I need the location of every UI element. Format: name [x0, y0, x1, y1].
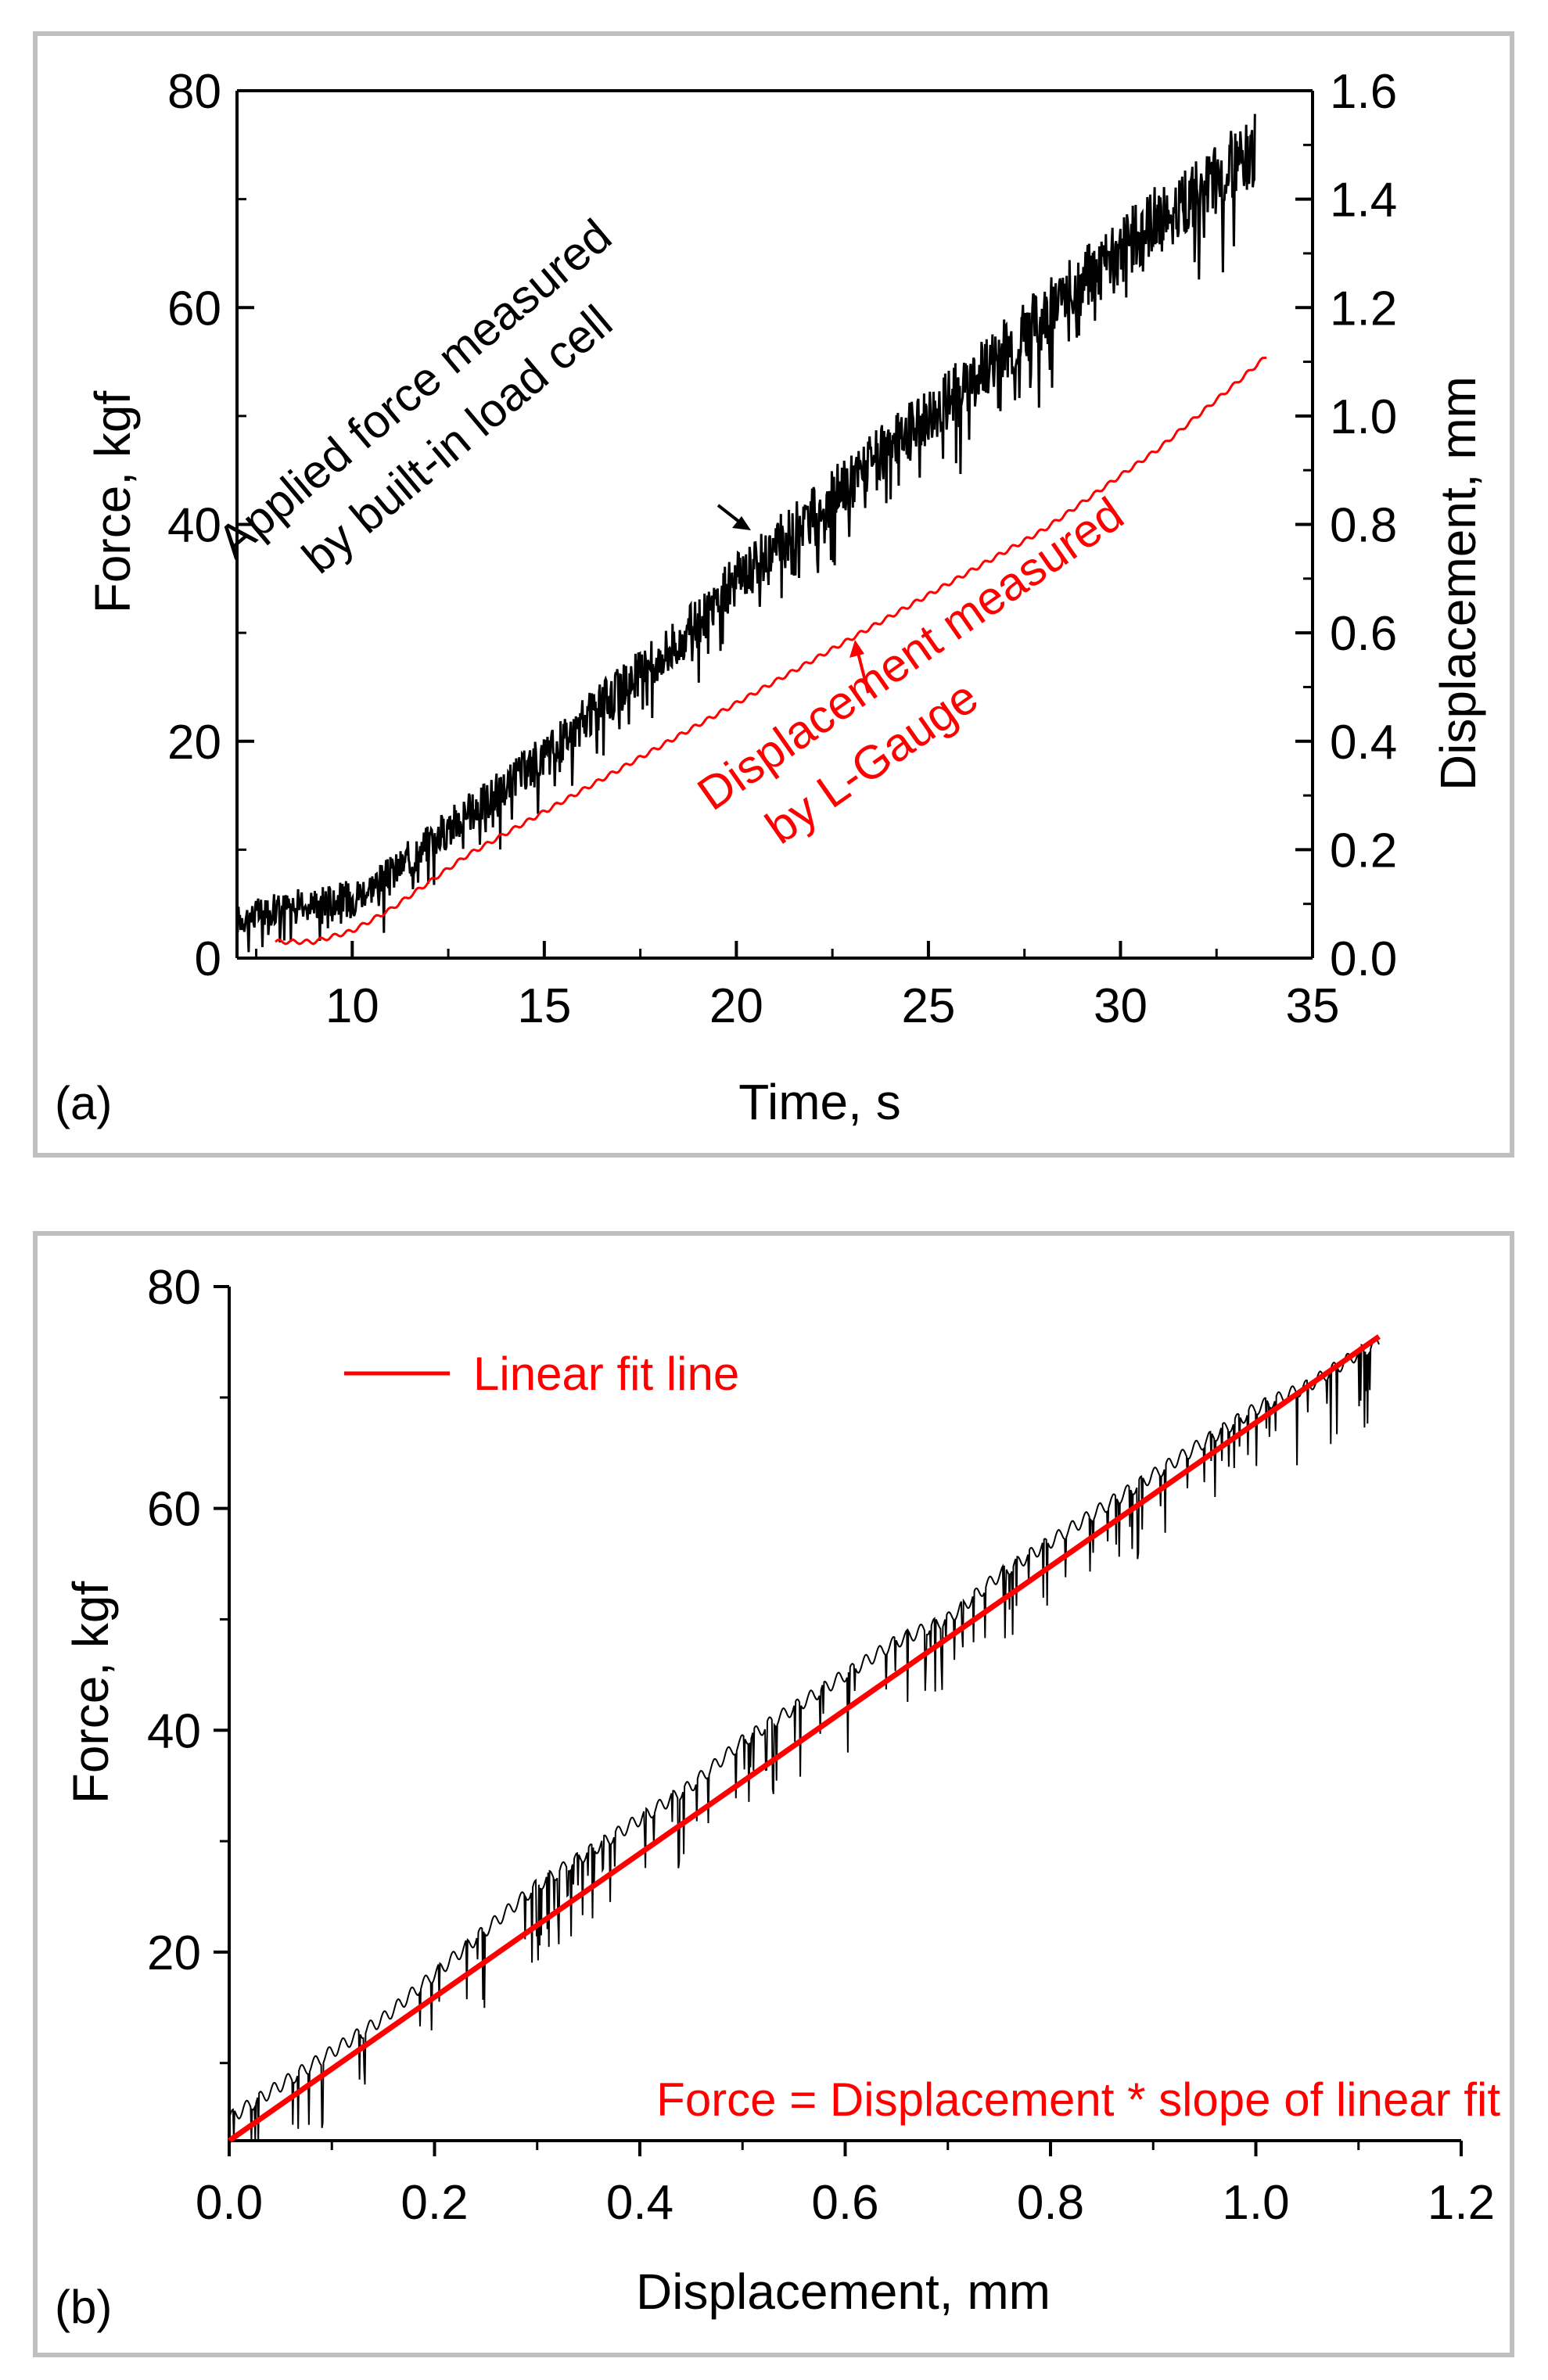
x-tick-label-a-25: 25	[901, 979, 955, 1033]
chart-a-svg: 10 15 20 25 30 35 0 20 40 60 80 0.0 0.2 0.4 0.6 0.8 1.0 1…	[55, 65, 1486, 1130]
x-tick-label-b-4: 0.8	[1017, 2176, 1084, 2230]
y2-tick-label-a-2: 0.4	[1330, 716, 1397, 770]
y-tick-label-a-0: 0	[195, 932, 221, 986]
y-tick-label-a-80: 80	[167, 65, 221, 119]
chart-b-svg: 0.0 0.2 0.4 0.6 0.8 1.0 1.2 20 40 60 80 (b) Displa…	[55, 1261, 1500, 2333]
y2-tick-label-a-4: 0.8	[1330, 499, 1397, 553]
x-tick-label-b-5: 1.0	[1222, 2176, 1289, 2230]
y-tick-label-b-60: 60	[147, 1483, 201, 1537]
x-tick-label-a-35: 35	[1286, 979, 1340, 1033]
x-tick-label-b-0: 0.0	[196, 2176, 263, 2230]
annotation-displacement-line1: Displacement measured	[688, 487, 1133, 820]
series-linear-fit-line	[227, 1334, 1381, 2143]
x-tick-label-b-6: 1.2	[1428, 2176, 1495, 2230]
chart-panel-a: 10 15 20 25 30 35 0 20 40 60 80 0.0 0.2 0.4 0.6 0.8 1.0 1…	[33, 31, 1514, 1158]
x-tick-label-a-30: 30	[1094, 979, 1148, 1033]
x-axis-label-b: Displacement, mm	[636, 2263, 1051, 2320]
y-tick-label-b-40: 40	[147, 1704, 201, 1758]
x-tick-label-b-1: 0.2	[400, 2176, 468, 2230]
y-tick-label-a-20: 20	[167, 716, 221, 770]
y2-tick-label-a-1: 0.2	[1330, 824, 1397, 878]
arrow-displacement	[849, 640, 870, 694]
x-tick-label-b-2: 0.4	[606, 2176, 673, 2230]
x-tick-label-a-10: 10	[325, 979, 379, 1033]
panel-label-a: (a)	[55, 1077, 112, 1129]
y-axis-label-a: Force, kgf	[84, 391, 141, 614]
y2-tick-label-a-5: 1.0	[1330, 390, 1397, 444]
x-tick-label-b-3: 0.6	[811, 2176, 878, 2230]
y2-tick-label-a-6: 1.2	[1330, 282, 1397, 336]
series-force-line	[235, 113, 1256, 953]
x-tick-label-a-15: 15	[517, 979, 571, 1033]
legend-label-linear-fit: Linear fit line	[473, 1348, 739, 1400]
y-tick-label-a-60: 60	[167, 282, 221, 336]
series-force-displacement-line	[228, 1337, 1380, 2141]
annotation-formula: Force = Displacement * slope of linear f…	[656, 2073, 1500, 2126]
y2-tick-label-a-3: 0.6	[1330, 607, 1397, 661]
series-displacement-line	[275, 357, 1267, 946]
x-tick-label-a-20: 20	[709, 979, 763, 1033]
chart-panel-b: 0.0 0.2 0.4 0.6 0.8 1.0 1.2 20 40 60 80 (b) Displa…	[33, 1231, 1514, 2357]
y-tick-label-b-80: 80	[147, 1261, 201, 1315]
y-axis-label-b: Force, kgf	[63, 1581, 119, 1804]
x-axis-label-a: Time, s	[738, 1074, 900, 1130]
y2-tick-label-a-7: 1.4	[1330, 174, 1397, 228]
panel-label-b: (b)	[55, 2281, 112, 2333]
arrow-force	[717, 504, 751, 530]
y-tick-label-a-40: 40	[167, 499, 221, 553]
annotation-force-line1: Applied force measured	[208, 209, 622, 568]
y-tick-label-b-20: 20	[147, 1926, 201, 1980]
y2-axis-label-a: Displacement, mm	[1430, 376, 1486, 791]
y2-tick-label-a-0: 0.0	[1330, 932, 1397, 986]
legend: Linear fit line	[344, 1348, 739, 1400]
y2-tick-label-a-8: 1.6	[1330, 65, 1397, 119]
